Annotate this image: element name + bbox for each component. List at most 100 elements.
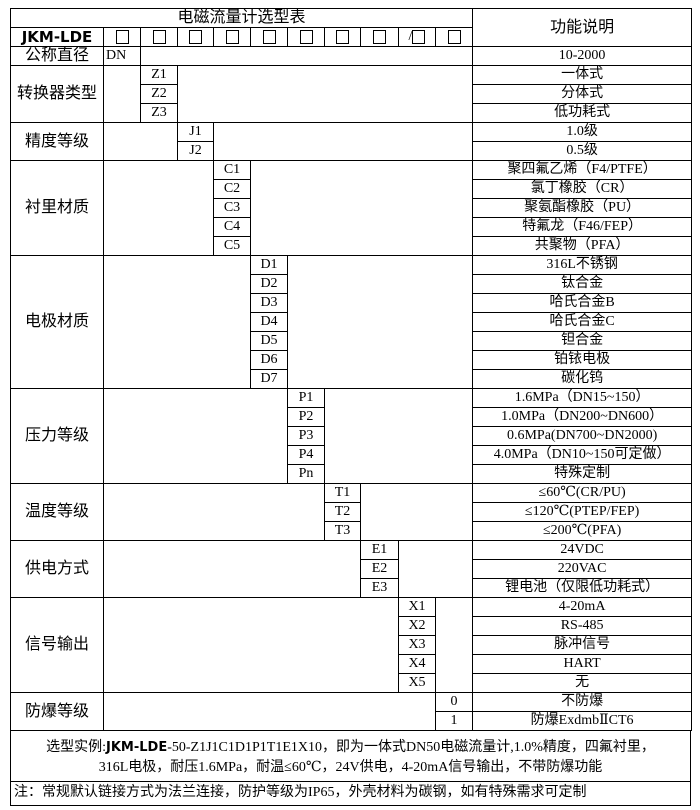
code-cell: P2	[287, 407, 325, 427]
table-row: 转换器类型 Z1 一体式	[10, 65, 693, 123]
description-cell: 共聚物（PFA）	[472, 236, 693, 256]
description-cell: 0.6MPa(DN700~DN2000)	[472, 426, 693, 446]
description-cell: 分体式	[472, 84, 693, 104]
code-slot	[360, 27, 399, 47]
empty-cell	[103, 160, 214, 256]
code-cell: X1	[398, 597, 436, 617]
code-cell: 0	[434, 692, 474, 712]
empty-cell	[103, 692, 436, 731]
empty-cell	[103, 122, 178, 161]
code-box-icon	[189, 29, 202, 44]
slash: /	[408, 29, 413, 44]
code-cell: P1	[287, 388, 325, 408]
description-cell: 1.0级	[472, 122, 693, 142]
code-cell: D1	[250, 255, 288, 275]
description-cell: ≤120℃(PTEP/FEP)	[472, 502, 693, 522]
code-cell: D6	[250, 350, 288, 370]
category-label: 公称直径	[10, 46, 104, 66]
description-cell: 特氟龙（F46/FEP）	[472, 217, 693, 237]
example-label: 选型实例:	[46, 740, 107, 755]
description-cell: 316L不锈钢	[472, 255, 693, 275]
code-cell: X5	[398, 673, 436, 693]
table-row: D7 碳化钨	[11, 369, 693, 389]
table-row: 衬里材质 C1 聚四氟乙烯（F4/PTFE）	[10, 160, 693, 256]
empty-cell	[212, 122, 474, 161]
code-box-icon	[115, 29, 129, 44]
code-slot	[177, 27, 214, 47]
description-cell: 铂铱电极	[472, 350, 693, 370]
example-brand: JKM-LDE	[106, 740, 168, 755]
code-box-icon	[412, 29, 426, 44]
description-cell: 聚氨酯橡胶（PU）	[472, 198, 693, 218]
description-cell: RS-485	[472, 616, 693, 636]
footer-notes: 选型实例:JKM-LDE-50-Z1J1C1D1P1T1E1X10，即为一体式D…	[10, 730, 691, 806]
code-slot: /	[398, 27, 436, 47]
selection-example: 选型实例:JKM-LDE-50-Z1J1C1D1P1T1E1X10，即为一体式D…	[11, 730, 690, 782]
description-cell: 氯丁橡胶（CR）	[472, 179, 693, 199]
selection-table-container: 电磁流量计选型表 功能说明 JKM-LDE / 公称直径 DN 10-2000 转换器类型 Z1…	[9, 8, 693, 731]
description-cell: 低功耗式	[472, 103, 693, 123]
description-cell: 聚四氟乙烯（F4/PTFE）	[472, 160, 693, 180]
empty-cell	[103, 65, 141, 123]
table-row: C3 聚氨酯橡胶（PU）	[11, 198, 693, 218]
code-cell: J1	[177, 122, 214, 142]
description-cell: 1.0MPa（DN200~DN600）	[472, 407, 693, 427]
category-label: 精度等级	[10, 122, 104, 161]
empty-cell	[397, 540, 474, 598]
category-label: 转换器类型	[10, 65, 104, 123]
code-cell: Pn	[287, 464, 325, 484]
description-cell: 1.6MPa（DN15~150）	[472, 388, 693, 408]
category-label: 信号输出	[10, 597, 104, 693]
description-cell: 220VAC	[472, 559, 693, 579]
table-row: 压力等级 P1 1.6MPa（DN15~150）	[10, 388, 693, 484]
category-label: 防爆等级	[10, 692, 104, 731]
table-row: 电磁流量计选型表 功能说明	[9, 8, 693, 47]
code-box-icon	[225, 29, 239, 44]
empty-cell	[359, 483, 474, 541]
table-row: P4 4.0MPa（DN10~150可定做）	[11, 445, 693, 465]
table-row: 公称直径 DN 10-2000	[10, 46, 693, 66]
code-box-icon	[262, 29, 276, 44]
code-cell: Z3	[140, 103, 178, 123]
code-cell: C2	[213, 179, 251, 199]
code-cell: C5	[213, 236, 251, 256]
table-title: 电磁流量计选型表	[9, 8, 474, 28]
description-cell: 一体式	[472, 65, 693, 85]
empty-cell	[139, 46, 474, 66]
model-prefix: JKM-LDE	[10, 27, 104, 47]
description-cell: 特殊定制	[472, 464, 693, 484]
description-cell: ≤200℃(PFA)	[472, 521, 693, 541]
code-slot	[324, 27, 361, 47]
description-cell: ≤60℃(CR/PU)	[472, 483, 693, 503]
code-cell: 1	[434, 711, 474, 731]
table-row: 信号输出 X1 4-20mA	[10, 597, 693, 693]
description-cell: 不防爆	[472, 692, 693, 712]
code-slot	[140, 27, 178, 47]
description-cell: 脉冲信号	[472, 635, 693, 655]
code-cell: T2	[324, 502, 361, 522]
empty-cell	[323, 388, 474, 484]
code-cell: P3	[287, 426, 325, 446]
description-cell: 10-2000	[472, 46, 693, 66]
empty-cell	[434, 597, 474, 693]
selection-table: 电磁流量计选型表 功能说明 JKM-LDE / 公称直径 DN 10-2000 转换器类型 Z1…	[9, 8, 693, 731]
code-cell: T1	[324, 483, 361, 503]
code-cell: C1	[213, 160, 251, 180]
description-cell: 哈氏合金B	[472, 293, 693, 313]
description-cell: 4-20mA	[472, 597, 693, 617]
category-label: 温度等级	[10, 483, 104, 541]
empty-cell	[103, 388, 288, 484]
code-cell: D7	[250, 369, 288, 389]
description-cell: 哈氏合金C	[472, 312, 693, 332]
description-cell: 钽合金	[472, 331, 693, 351]
empty-cell	[176, 65, 474, 123]
category-label: 电极材质	[10, 255, 104, 389]
code-box-icon	[299, 29, 313, 44]
table-row: 精度等级 J1 1.0级	[10, 122, 693, 161]
code-slot	[434, 27, 474, 47]
code-cell: P4	[287, 445, 325, 465]
table-row: 1 防爆ExdmbⅡCT6	[11, 711, 693, 731]
description-cell: 无	[472, 673, 693, 693]
code-slot	[250, 27, 288, 47]
code-slot	[103, 27, 141, 47]
